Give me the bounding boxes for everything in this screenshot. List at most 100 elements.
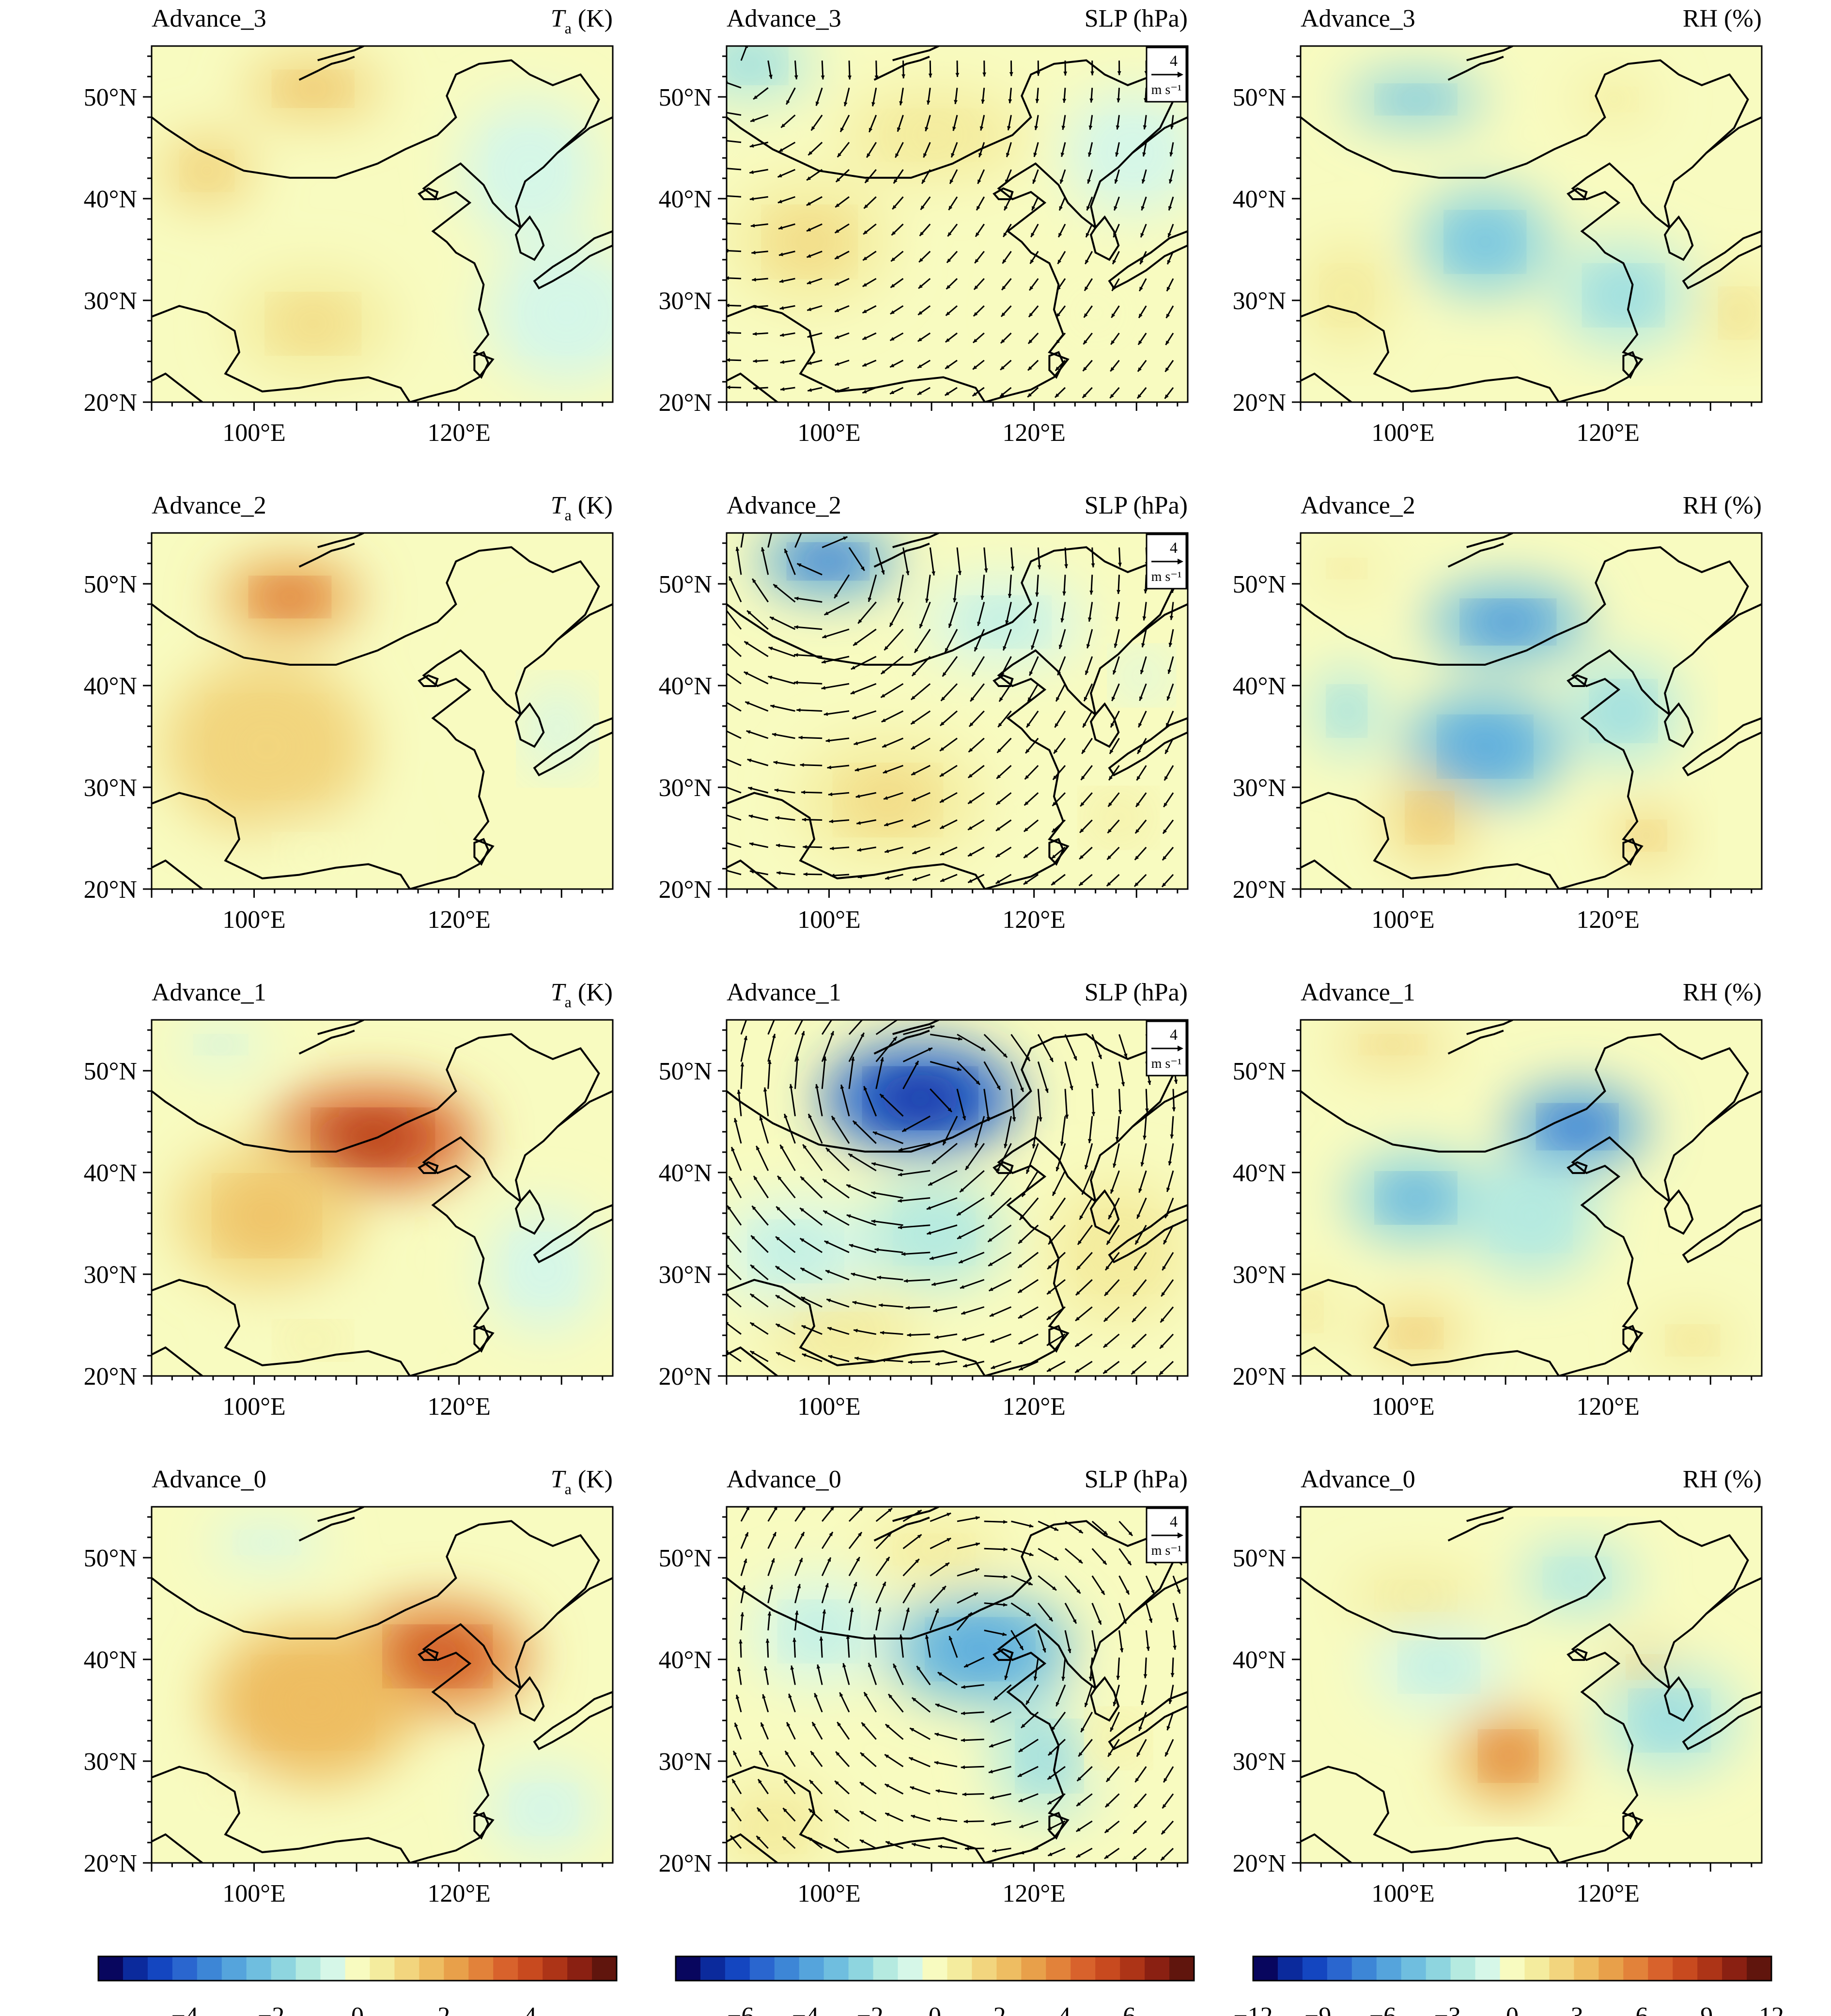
wind-vector [727,870,742,875]
colorbar-swatch [1401,1956,1427,1981]
lat-tick-label: 40°N [84,1646,137,1674]
lon-tick-label: 100°E [222,1393,286,1421]
wind-vector [933,1306,958,1312]
wind-vector-head [871,1191,875,1195]
wind-vector-head [808,1809,813,1813]
wind-vector-head [996,1085,1001,1090]
wind-vector-head [1142,616,1147,621]
wind-vector-head [968,852,973,857]
coastline [515,1090,613,1202]
wind-vector-head [1003,1603,1008,1607]
panel-variable-label: SLP (hPa) [1085,979,1188,1006]
lat-tick-label: 40°N [1233,1159,1286,1187]
anomaly-core [1629,822,1664,849]
wind-vector-head [1165,749,1169,754]
wind-vector-head [1117,590,1120,594]
wind-vector-head [1087,152,1092,157]
wind-vector-head [885,1813,890,1817]
wind-vector-head [1056,697,1060,702]
wind-vector-head [815,1084,819,1089]
coastline [892,533,939,548]
wind-vector [751,1205,769,1226]
wind-vector-head [931,571,935,576]
wind-vector-head [780,360,785,364]
wind-vector [1085,1143,1093,1170]
wind-vector [875,1057,884,1089]
wind-vector-head [1084,313,1088,318]
wind-vector [822,1210,850,1226]
anomaly-core [523,680,592,778]
colorbar-swatch [295,1956,321,1981]
wind-vector [775,1236,796,1253]
lat-tick-label: 40°N [84,186,137,213]
wind-vector [957,1224,985,1240]
wind-vector-head [901,74,906,78]
wind-vector-head [826,1298,831,1302]
wind-vector-head [1026,1057,1030,1062]
wind-vector-head [796,708,801,712]
colorbar-swatch [1046,1956,1071,1981]
wind-vector-head [880,1330,884,1335]
wind-vector-head [752,278,756,282]
map-panel: 20°N 30°N 40°N 50°N 100°E 120°E Advance_2 SLP (… [659,492,1189,934]
wind-vector-head [859,1507,863,1512]
island-outline [1048,351,1065,379]
anomaly-core [871,1071,969,1125]
anomaly-core [215,702,319,791]
wind-vector-head [925,598,929,603]
wind-vector [931,1142,958,1165]
wind-vector-head [777,200,782,203]
wind-vector-head [859,1840,864,1844]
coastlines [152,46,613,402]
wind-vector-head [1115,1137,1119,1141]
axis-ticks [1292,1516,1753,1872]
wind-vector-head [773,761,778,765]
lat-tick-label: 30°N [659,1748,712,1776]
wind-vector-head [1166,286,1170,291]
wind-vector-head [752,332,757,336]
wind-vector-head [740,1062,745,1067]
wind-vector-head [928,1047,932,1051]
wind-vector-head [968,774,973,778]
lon-tick-label: 100°E [797,1880,861,1907]
wind-vector [776,1206,796,1226]
wind-vector-head [756,1836,760,1840]
wind-vector-head [1101,1590,1105,1595]
wind-vector-head [778,226,783,230]
colorbar-swatch [996,1956,1022,1981]
coastline [152,59,600,179]
anomaly-core [900,1536,969,1563]
wind-vector-head [1108,802,1112,807]
lat-tick-label: 20°N [84,876,137,904]
wind-vector-head [781,124,785,128]
panel-frame [726,532,1189,890]
wind-vector-head [947,1538,951,1542]
wind-vector-head [756,1146,760,1151]
wind-vector-head [945,1563,949,1567]
wind-vector-head [731,1807,735,1812]
wind-vector [1091,1034,1102,1060]
wind-vector-head [958,1037,962,1041]
wind-vector [1116,1116,1120,1141]
colorbar-swatch [1426,1956,1451,1981]
coastline [727,372,778,402]
wind-vector-head [801,1325,806,1329]
wind-vector-head [972,672,976,677]
wind-vector-head [822,634,827,639]
wind-vector-head [932,1160,936,1164]
wind-vector-head [1098,1620,1102,1625]
wind-vector [738,1090,742,1116]
wind-vector-head [742,1585,746,1590]
wind-vector-head [1140,670,1144,674]
wind-vector-head [801,1297,806,1300]
wind-vector-head [1052,801,1056,806]
wind-vector-head [1139,313,1143,318]
colorbar-swatch [873,1956,899,1981]
wind-vector-head [1167,669,1172,674]
colorbar-swatch [749,1956,775,1981]
anomaly-field [727,533,1188,889]
wind-vector-head [864,1086,868,1091]
wind-vector-head [979,126,984,131]
wind-vector-head [1116,1675,1120,1680]
wind-vector-head [761,547,765,552]
